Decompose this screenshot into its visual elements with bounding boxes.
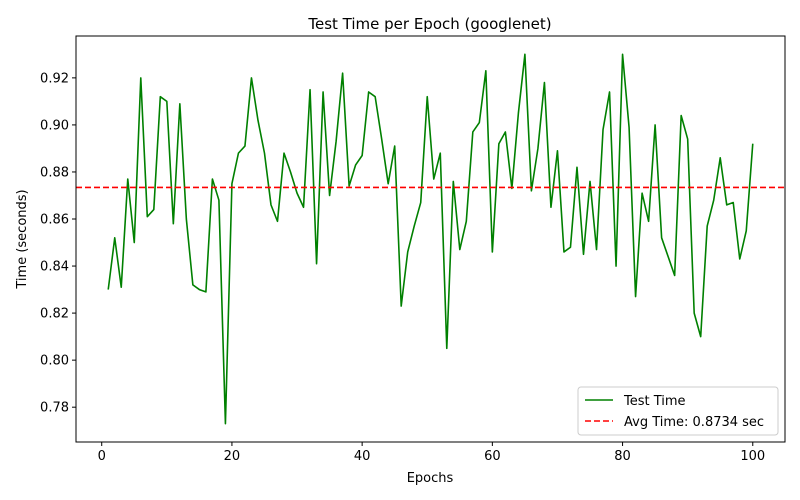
plot-area — [76, 53, 785, 425]
legend-label-avg-time: Avg Time: 0.8734 sec — [624, 415, 764, 430]
y-tick-label: 0.88 — [40, 165, 69, 180]
y-tick-label: 0.92 — [40, 71, 69, 86]
chart-title: Test Time per Epoch (googlenet) — [307, 15, 551, 33]
y-tick-label: 0.82 — [40, 307, 69, 322]
y-axis: 0.78 0.80 0.82 0.84 0.86 0.88 0.90 0.92 — [40, 71, 76, 416]
x-tick-label: 60 — [484, 449, 501, 464]
x-tick-label: 100 — [740, 449, 765, 464]
y-tick-label: 0.78 — [40, 401, 69, 416]
x-tick-label: 0 — [98, 449, 106, 464]
legend: Test Time Avg Time: 0.8734 sec — [577, 386, 779, 436]
y-tick-label: 0.80 — [40, 354, 69, 369]
y-tick-label: 0.86 — [40, 213, 69, 228]
test-time-line — [107, 53, 754, 425]
y-axis-label: Time (seconds) — [15, 189, 30, 289]
plot-frame — [75, 35, 786, 443]
legend-label-test-time: Test Time — [623, 394, 686, 409]
y-tick-label: 0.84 — [40, 260, 69, 275]
x-tick-label: 40 — [354, 449, 371, 464]
x-tick-label: 20 — [224, 449, 241, 464]
x-axis-label: Epochs — [407, 471, 454, 486]
x-tick-label: 80 — [614, 449, 631, 464]
legend-box — [577, 386, 779, 436]
x-axis: 0 20 40 60 80 100 — [98, 442, 765, 464]
y-tick-label: 0.90 — [40, 118, 69, 133]
series-layer — [76, 53, 785, 425]
